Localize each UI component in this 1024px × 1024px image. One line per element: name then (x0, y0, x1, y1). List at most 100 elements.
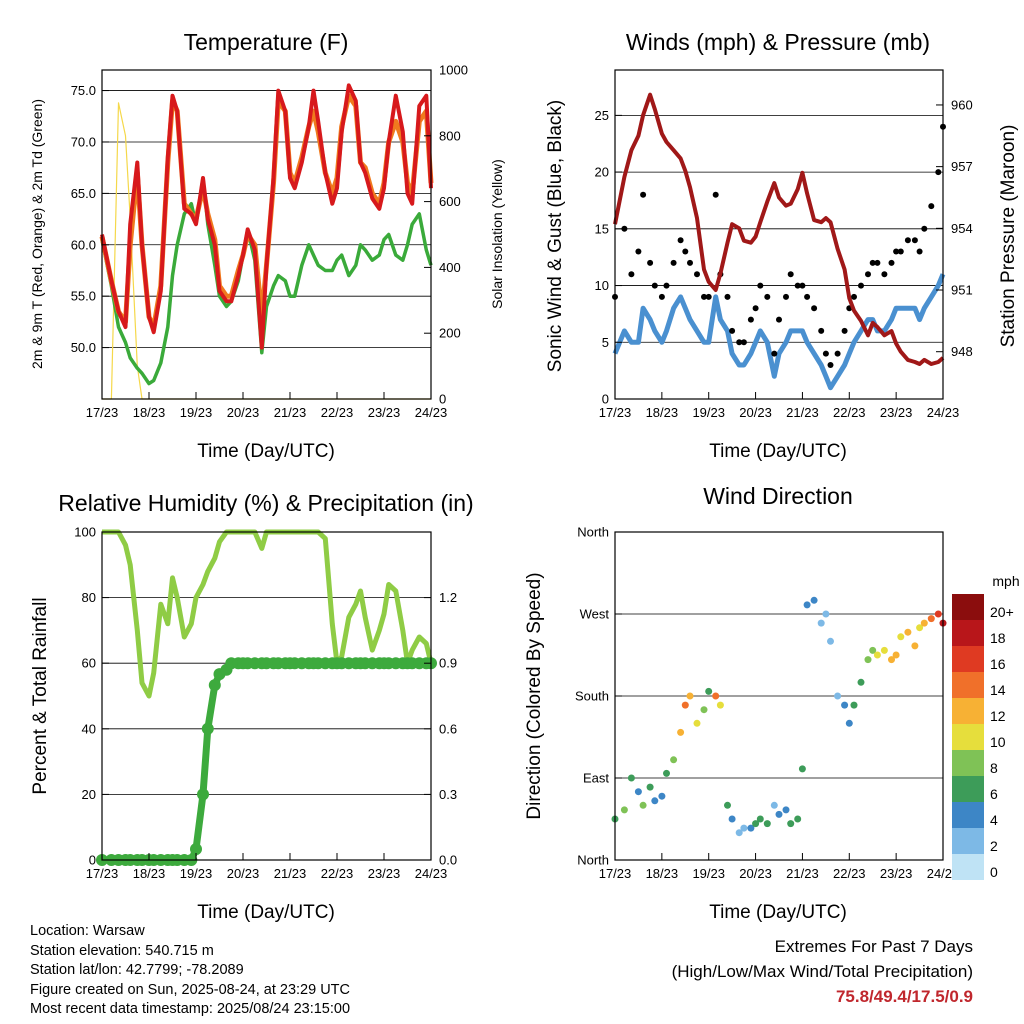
gust-point (682, 248, 689, 255)
temperature-plot-frame (101, 69, 432, 400)
speed-colorbar: 0 2 4 6 8 10 12 14 16 18 20+ (952, 594, 1014, 880)
direction-grid (615, 613, 943, 779)
direction-point (827, 637, 834, 645)
direction-point (810, 596, 818, 604)
gust-point (670, 259, 677, 266)
colorbar-label: 10 (990, 734, 1006, 750)
gust-point (794, 282, 801, 289)
gust-point (851, 293, 857, 300)
humidity-xlabel: Time (Day/UTC) (197, 902, 335, 923)
colorbar-swatch (952, 594, 984, 620)
y-tick-label: South (575, 689, 609, 704)
direction-point (888, 656, 895, 664)
y-tick-label: 60 (82, 656, 96, 671)
gust-point (776, 316, 782, 323)
dewpoint-line (100, 176, 433, 386)
colorbar-swatch (952, 776, 984, 802)
direction-point (712, 692, 720, 700)
temperature-ylabel: 2m & 9m T (Red, Orange) & 2m Td (Green) (29, 99, 45, 369)
y2-tick-label: 0.6 (439, 721, 457, 736)
y-tick-label: 20 (595, 165, 609, 180)
colorbar-label: 16 (990, 656, 1006, 672)
y-tick-label: 20 (82, 787, 96, 802)
station-location: Location: Warsaw (30, 923, 145, 939)
temperature-xlabel: Time (Day/UTC) (197, 441, 335, 462)
precip-point (201, 722, 214, 735)
temperature-marks (99, 83, 434, 400)
y-tick-label: 75.0 (71, 83, 96, 98)
gust-point (869, 259, 876, 266)
x-tick-label: 19/23 (692, 866, 725, 881)
direction-point (724, 801, 731, 809)
x-tick-label: 18/23 (133, 866, 166, 881)
x-tick-label: 24/23 (415, 405, 448, 420)
winds-pressure-panel: Winds (mph) & Pressure (mb) 0 5 10 15 20 25 9… (545, 29, 1019, 462)
gust-point (729, 327, 736, 334)
colorbar-swatch (952, 620, 984, 646)
winds-xlabel: Time (Day/UTC) (709, 441, 847, 462)
x-tick-label: 19/23 (180, 866, 213, 881)
y2-tick-label: 951 (951, 283, 973, 298)
precip-ticks: 0.0 0.3 0.6 0.9 1.2 (424, 590, 457, 868)
y2-tick-label: 800 (439, 128, 461, 143)
winds-title: Winds (mph) & Pressure (mb) (626, 29, 930, 55)
y-tick-label: 5 (602, 335, 609, 350)
direction-point (716, 701, 724, 709)
precip-point (197, 788, 209, 801)
wind-line (612, 273, 946, 391)
humidity-yticks: 0 20 40 60 80 100 (74, 525, 109, 868)
direction-point (911, 642, 919, 650)
gust-point (783, 293, 789, 300)
gust-point (663, 282, 670, 289)
direction-point (916, 624, 924, 632)
y-tick-label: 10 (595, 278, 609, 293)
x-tick-label: 17/23 (599, 405, 632, 420)
gust-point (888, 259, 895, 266)
gust-point (799, 282, 806, 289)
gust-point (804, 293, 811, 300)
gust-point (834, 350, 841, 357)
direction-point (857, 678, 865, 686)
y-tick-label: 0 (602, 392, 609, 407)
gust-point (635, 248, 642, 255)
y2-tick-label: 948 (951, 344, 973, 359)
x-tick-label: 23/23 (368, 866, 401, 881)
x-tick-label: 21/23 (786, 866, 819, 881)
x-tick-label: 21/23 (786, 405, 819, 420)
station-info: Location: Warsaw Station elevation: 540.… (30, 922, 350, 1020)
direction-point (658, 792, 666, 800)
pressure-line (613, 92, 945, 366)
gust-point (712, 191, 719, 198)
x-tick-label: 18/23 (646, 405, 679, 420)
direction-title: Wind Direction (703, 483, 853, 509)
direction-point (798, 765, 806, 773)
y-tick-label: 70.0 (71, 134, 96, 149)
gust-point (628, 271, 635, 278)
colorbar-swatch (952, 854, 984, 880)
humidity-ylabel: Percent & Total Rainfall (30, 597, 51, 794)
direction-point (794, 815, 802, 823)
x-tick-label: 17/23 (599, 866, 632, 881)
direction-xticks: 17/23 18/23 19/23 20/23 21/23 22/23 23/23 24/23 (599, 853, 959, 881)
direction-point (756, 815, 764, 823)
temperature-xticks: 17/23 18/23 19/23 20/23 21/23 22/23 23/23 24/23 (86, 392, 448, 420)
direction-xlabel: Time (Day/UTC) (709, 902, 847, 923)
gust-point (747, 316, 754, 323)
direction-point (869, 646, 877, 654)
extremes-box: Extremes For Past 7 Days (High/Low/Max W… (672, 934, 973, 1009)
x-tick-label: 19/23 (692, 405, 725, 420)
direction-point (651, 797, 659, 805)
direction-point (892, 651, 900, 659)
winds-plot-frame (614, 69, 944, 400)
x-tick-label: 20/23 (739, 866, 772, 881)
gust-point (897, 248, 904, 255)
direction-point (803, 601, 811, 609)
winds-xticks: 17/23 18/23 19/23 20/23 21/23 22/23 23/23 24/23 (599, 392, 959, 420)
y2-tick-label: 960 (951, 97, 973, 112)
gust-point (881, 271, 888, 278)
direction-point (681, 701, 689, 709)
humidity-marks (96, 529, 437, 866)
colorbar-label: 14 (990, 682, 1006, 698)
gust-point (787, 271, 794, 278)
x-tick-label: 17/23 (86, 866, 119, 881)
